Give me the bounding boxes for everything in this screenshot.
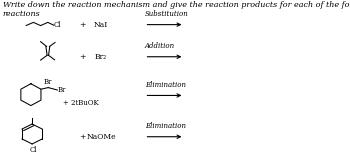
Text: +: +: [80, 133, 86, 141]
Text: + 2tBuOK: + 2tBuOK: [63, 99, 98, 107]
Text: Elimination: Elimination: [145, 81, 186, 89]
Text: +: +: [80, 53, 86, 61]
Text: Substitution: Substitution: [145, 10, 189, 18]
Text: reactions: reactions: [3, 10, 40, 18]
Text: Br: Br: [58, 86, 66, 94]
Text: +: +: [80, 21, 86, 29]
Text: Br: Br: [43, 78, 52, 86]
Text: Write down the reaction mechanism and give the reaction products for each of the: Write down the reaction mechanism and gi…: [3, 1, 350, 10]
Text: Cl: Cl: [54, 21, 62, 29]
Text: NaOMe: NaOMe: [86, 133, 116, 141]
Text: Addition: Addition: [145, 42, 175, 50]
Text: Br₂: Br₂: [95, 53, 107, 61]
Text: Elimination: Elimination: [145, 122, 186, 130]
Text: Cl: Cl: [30, 146, 37, 154]
Text: NaI: NaI: [94, 21, 108, 29]
